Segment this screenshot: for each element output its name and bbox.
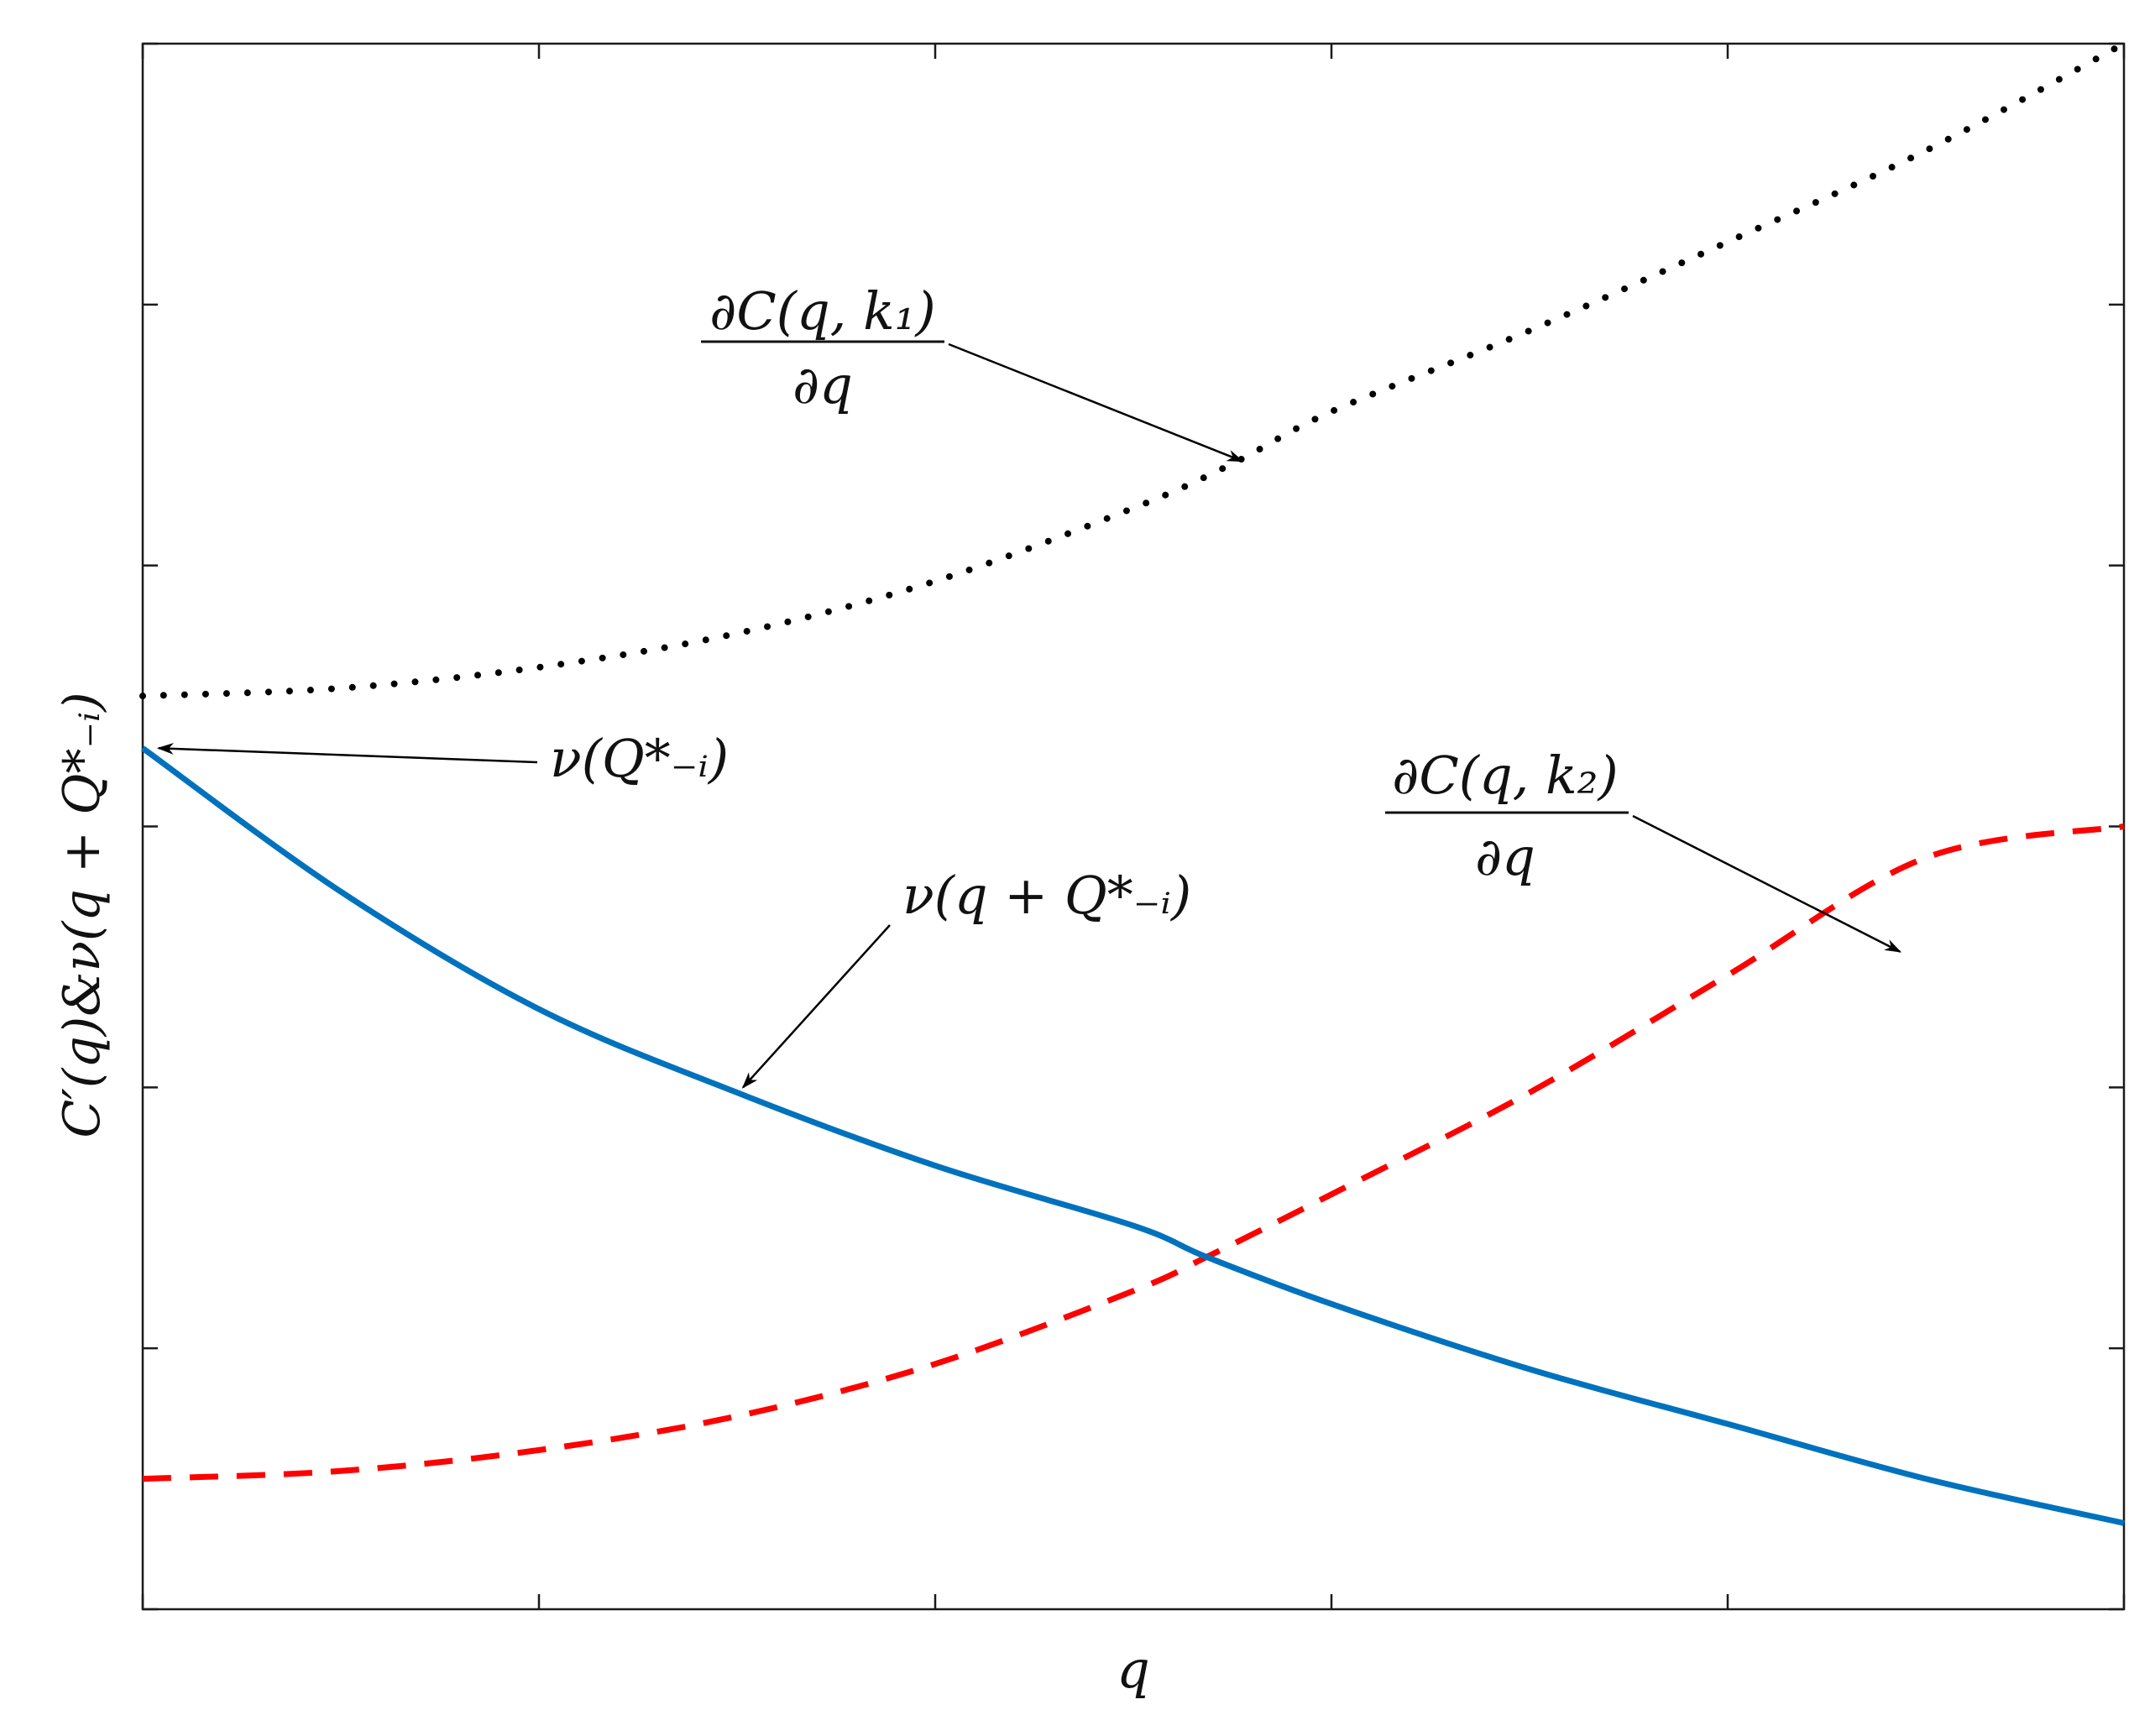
axes-frame [141,42,2126,1611]
dashed-series-line [142,824,2125,1482]
series-layer [139,40,2127,1526]
dotted-series-line [139,40,2127,700]
solid-label-arrow [741,924,891,1089]
dotted-label-arrow [948,342,1244,463]
intercept-label: ν(Q*₋ᵢ) [550,728,729,789]
solid-series-line [140,745,2125,1526]
dotted-label-numerator: ∂C(q, k₁) [709,280,935,342]
dotted-curve-label: ∂C(q, k₁) ∂q [701,280,944,416]
dashed-curve-label: ∂C(q, k₂) ∂q [1385,745,1629,887]
x-axis-label: q [1117,1639,1150,1700]
solid-curve-label: ν(q + Q*₋ᵢ) [902,865,1191,926]
plot-area [139,40,2127,1611]
dashed-label-denominator: ∂q [1475,826,1535,887]
dashed-label-arrow [1632,814,1902,953]
annotation-arrows [156,342,1902,1089]
y-axis-label: C′(q)&ν(q + Q*₋ᵢ) [53,692,112,1137]
ticks [141,42,2126,1611]
dashed-label-numerator: ∂C(q, k₂) [1392,745,1618,806]
intercept-label-arrow [156,742,538,764]
dotted-label-denominator: ∂q [792,354,853,416]
